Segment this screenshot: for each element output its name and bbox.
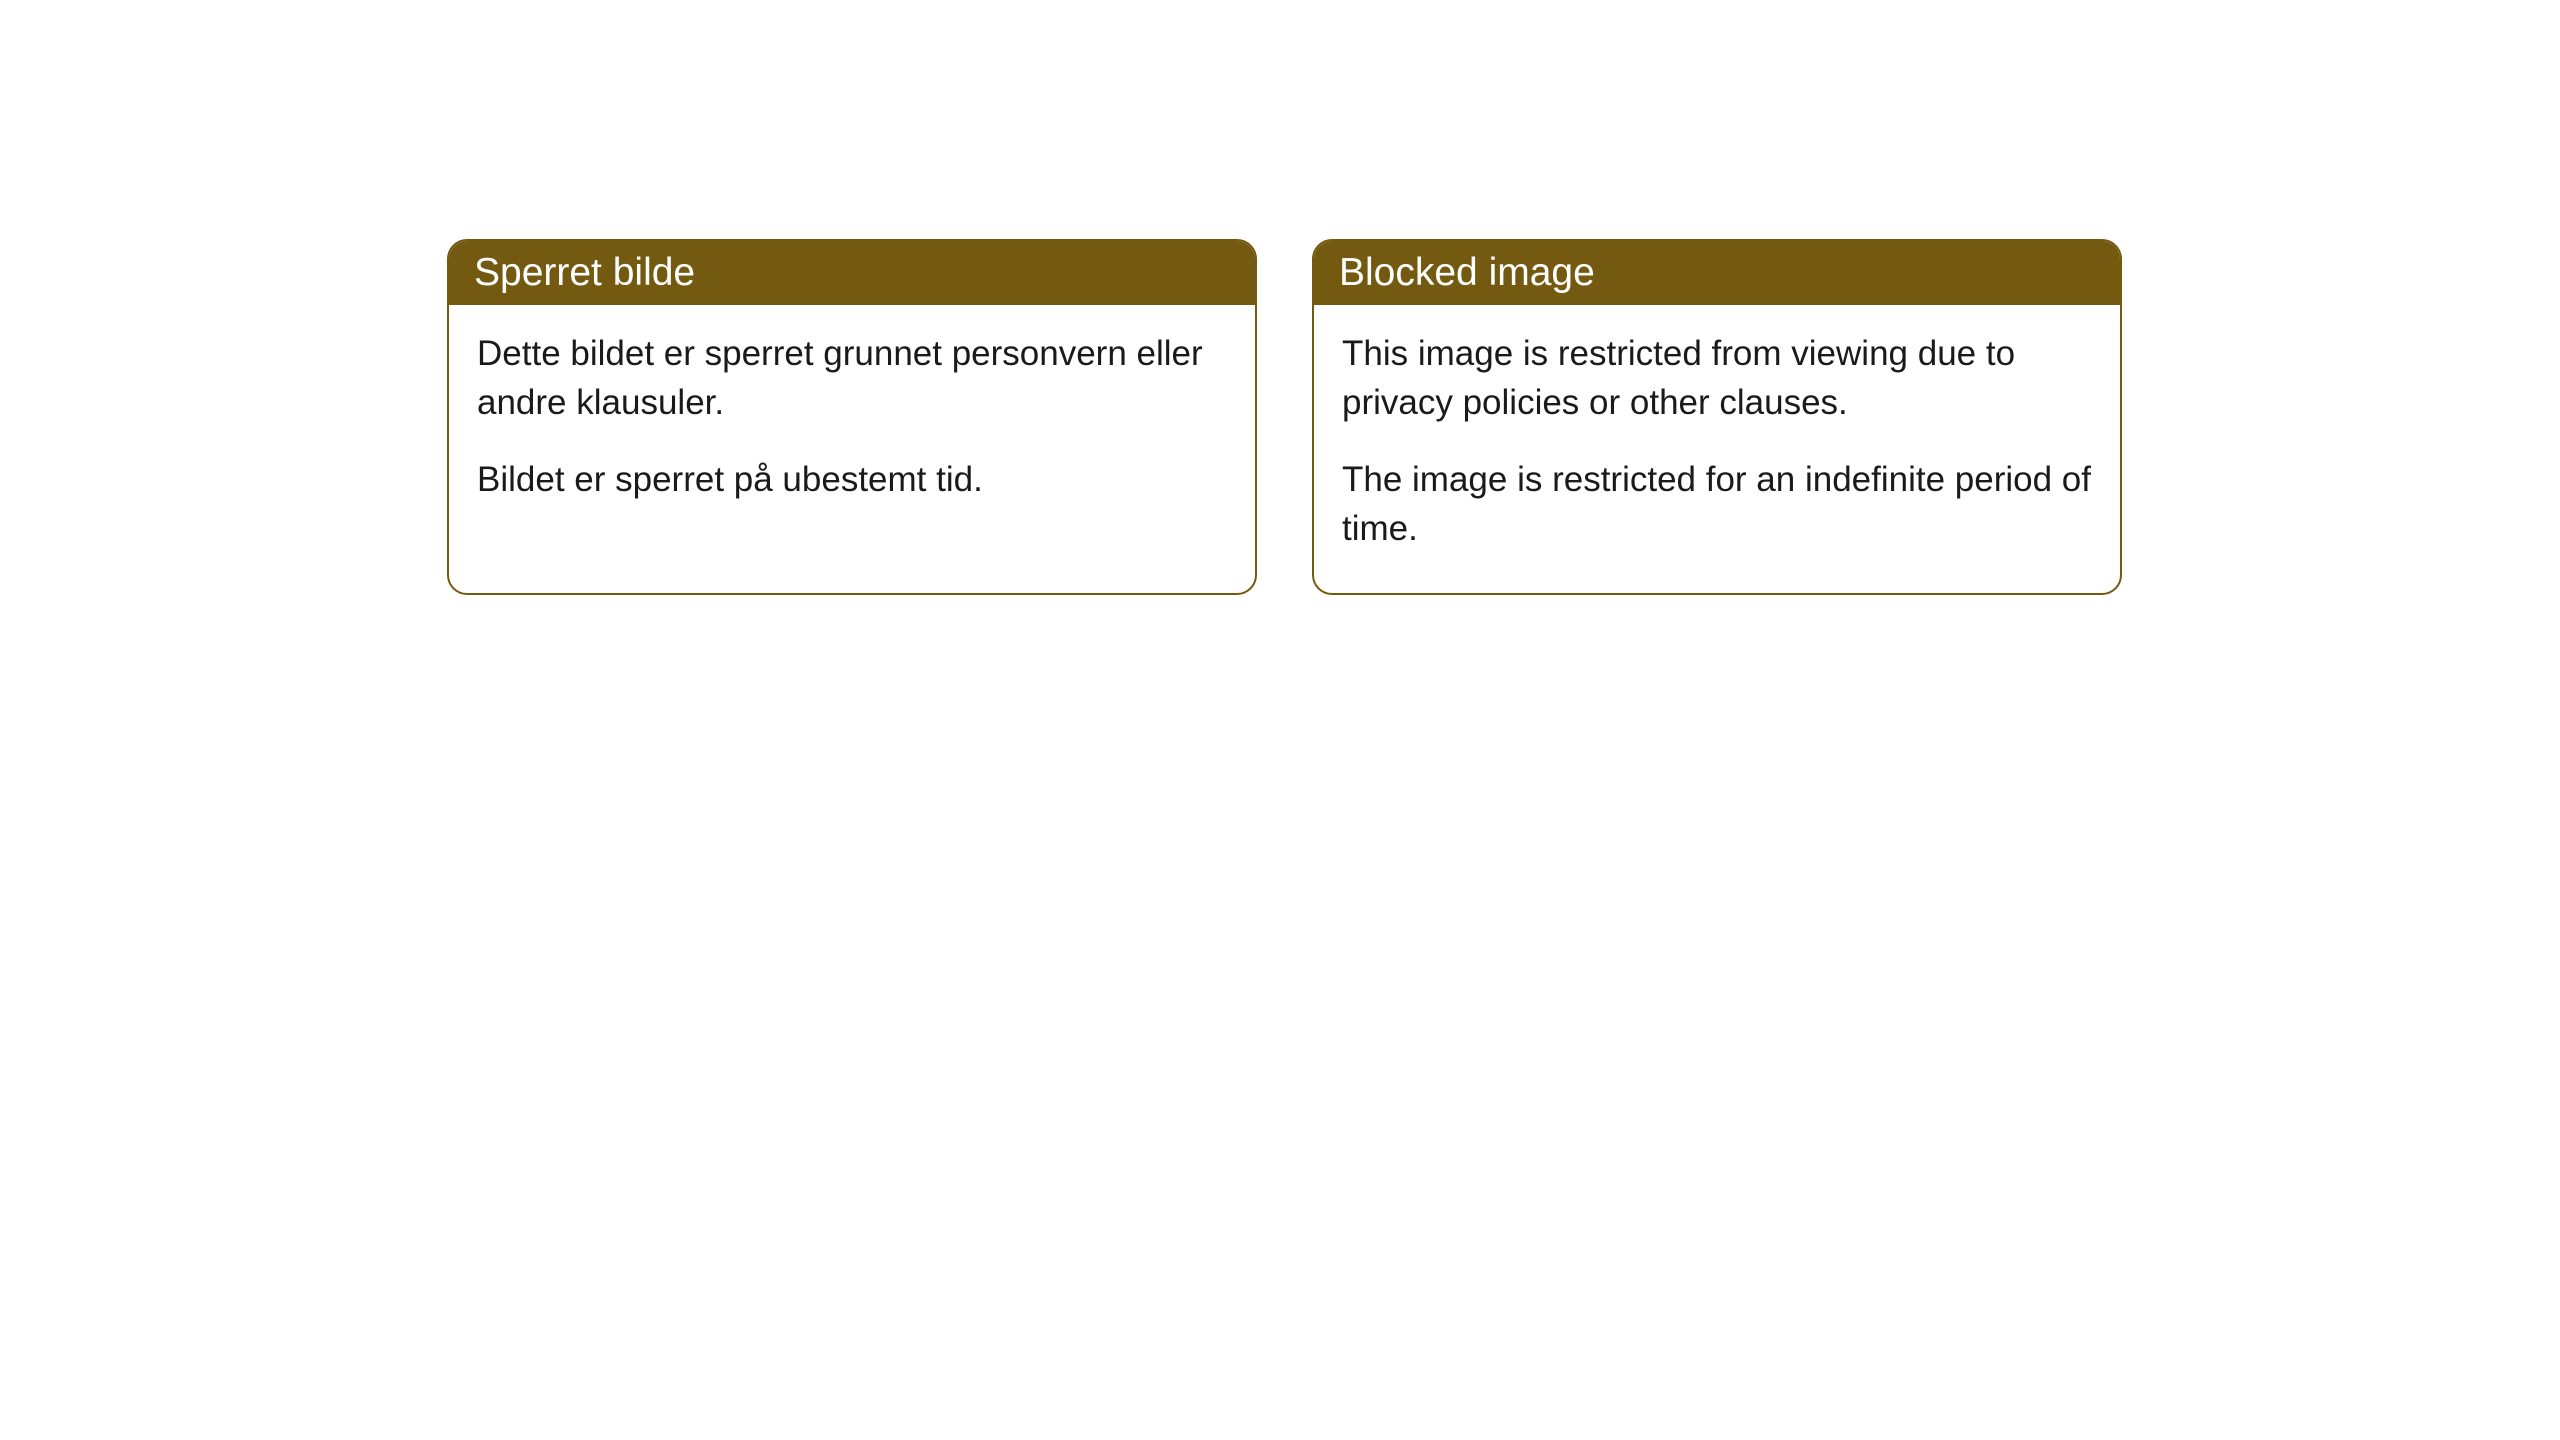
card-paragraph-no-1: Dette bildet er sperret grunnet personve…	[477, 329, 1227, 427]
cards-container: Sperret bilde Dette bildet er sperret gr…	[0, 0, 2560, 595]
blocked-image-card-no: Sperret bilde Dette bildet er sperret gr…	[447, 239, 1257, 595]
card-body-en: This image is restricted from viewing du…	[1314, 305, 2120, 593]
card-paragraph-no-2: Bildet er sperret på ubestemt tid.	[477, 455, 1227, 504]
card-paragraph-en-1: This image is restricted from viewing du…	[1342, 329, 2092, 427]
card-title-en: Blocked image	[1339, 251, 1595, 294]
card-paragraph-en-2: The image is restricted for an indefinit…	[1342, 455, 2092, 553]
card-title-no: Sperret bilde	[474, 251, 695, 294]
card-body-no: Dette bildet er sperret grunnet personve…	[449, 305, 1255, 544]
blocked-image-card-en: Blocked image This image is restricted f…	[1312, 239, 2122, 595]
card-header-en: Blocked image	[1314, 241, 2120, 305]
card-header-no: Sperret bilde	[449, 241, 1255, 305]
